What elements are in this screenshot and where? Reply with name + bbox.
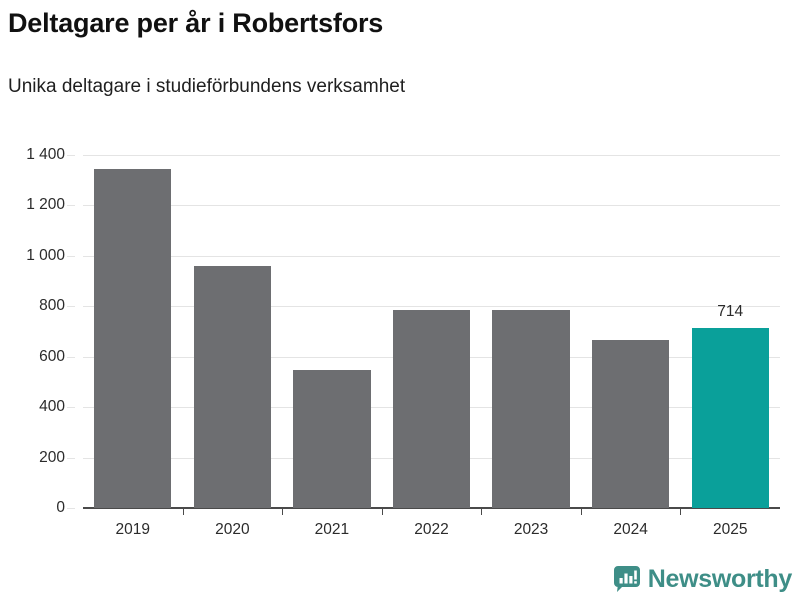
x-tick-label: 2019 — [115, 521, 151, 538]
y-tick-mark — [67, 205, 75, 207]
newsworthy-logo-text: Newsworthy — [647, 564, 793, 593]
x-tick-label: 2025 — [712, 521, 748, 538]
chart-subtitle: Unika deltagare i studieförbundens verks… — [8, 76, 406, 97]
x-tick-mark — [282, 508, 284, 515]
y-tick-label: 1 000 — [26, 246, 65, 264]
y-tick-mark — [67, 457, 75, 459]
x-tick-mark — [580, 508, 582, 515]
bar-2024[interactable] — [592, 155, 670, 508]
gridline — [83, 205, 780, 207]
bar-rect[interactable] — [492, 310, 570, 508]
y-tick-mark — [67, 407, 75, 409]
gridline — [83, 155, 780, 156]
x-tick-mark — [381, 508, 383, 515]
bar-2023[interactable] — [492, 155, 570, 508]
x-tick-mark — [481, 508, 483, 515]
bar-2022[interactable] — [392, 155, 471, 508]
bar-rect[interactable] — [193, 265, 271, 508]
x-tick-mark — [680, 508, 682, 515]
bar-chart-speech-bubble-icon — [613, 566, 640, 592]
bar-series: 714 — [83, 155, 780, 508]
y-tick-mark — [67, 356, 75, 358]
y-tick-label: 800 — [39, 297, 65, 315]
bar-rect[interactable] — [293, 369, 371, 508]
y-tick-label: 1 400 — [26, 146, 65, 163]
x-tick-label: 2023 — [513, 521, 549, 538]
plot-area: 714 — [83, 155, 780, 509]
y-tick-mark — [67, 508, 75, 509]
gridline — [83, 306, 780, 308]
bar-rect[interactable] — [592, 340, 670, 508]
y-tick-label: 0 — [56, 499, 65, 516]
x-tick-label: 2022 — [414, 521, 449, 538]
axis-baseline — [83, 507, 780, 509]
x-tick-mark — [182, 508, 184, 515]
newsworthy-logo[interactable]: Newsworthy — [613, 564, 793, 593]
bar-2021[interactable] — [293, 155, 371, 508]
y-tick-mark — [67, 155, 75, 156]
x-tick-label: 2024 — [613, 521, 648, 538]
y-tick-mark — [67, 255, 75, 257]
bar-rect[interactable] — [691, 327, 769, 508]
bar-rect[interactable] — [392, 310, 471, 508]
y-tick-label: 200 — [39, 448, 65, 466]
page-title: Deltagare per år i Robertsfors — [8, 8, 384, 38]
bar-rect[interactable] — [94, 168, 172, 508]
y-tick-label: 400 — [39, 398, 65, 416]
bar-2019[interactable] — [94, 155, 172, 508]
y-tick-label: 600 — [39, 347, 65, 365]
x-axis: 2019 2020 2021 2022 2023 2024 2025 — [83, 508, 780, 548]
y-tick-mark — [67, 306, 75, 308]
bar-2025[interactable]: 714 — [691, 155, 769, 508]
y-axis: 0 200 400 600 800 1 000 1 200 1 400 — [0, 146, 75, 516]
x-tick-label: 2020 — [215, 521, 250, 538]
bar-2020[interactable] — [193, 155, 271, 508]
x-tick-label: 2021 — [314, 521, 350, 538]
gridline — [83, 255, 780, 257]
y-tick-label: 1 200 — [26, 196, 65, 214]
bar-value-label: 714 — [717, 302, 744, 320]
